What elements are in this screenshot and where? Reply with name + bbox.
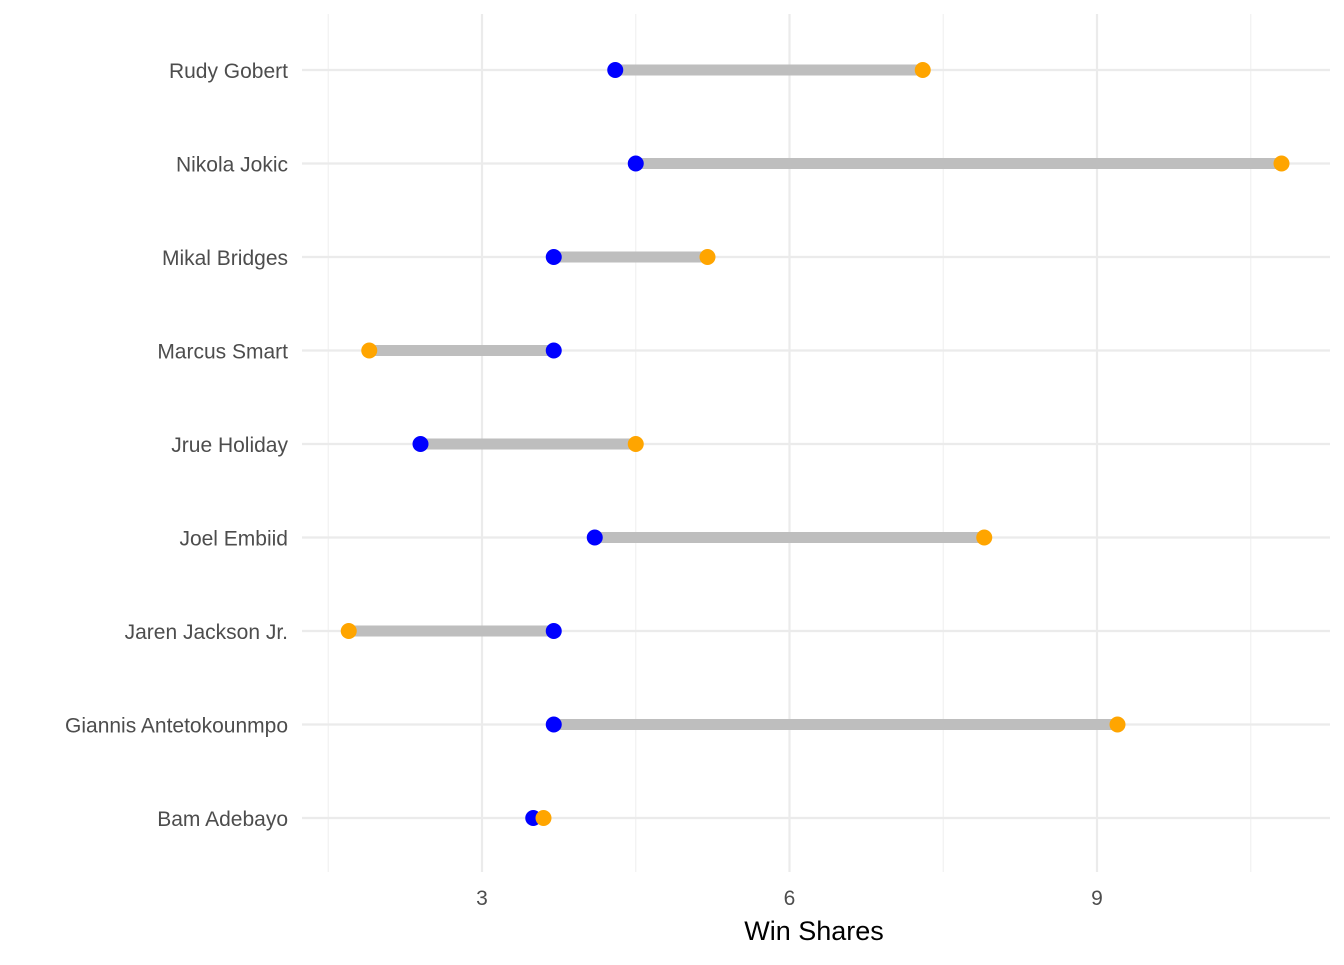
point-series-2 [699,249,716,265]
point-series-2 [340,623,357,639]
y-tick-label: Nikola Jokic [176,154,288,177]
segments [348,64,1282,824]
point-series-1 [412,436,429,452]
point-series-1 [586,529,603,546]
x-axis-tick-labels: 3 6 9 [476,887,1103,910]
x-tick-label: 3 [476,887,488,910]
points [340,62,1290,826]
y-tick-label: Giannis Antetokounmpo [65,715,288,738]
x-tick-label: 6 [784,887,796,910]
point-series-1 [545,342,562,359]
y-tick-label: Rudy Gobert [169,60,288,83]
y-tick-label: Marcus Smart [157,341,288,364]
point-series-2 [627,436,644,452]
point-series-1 [545,716,562,733]
point-series-2 [1109,716,1126,733]
y-tick-label: Bam Adebayo [157,808,288,831]
y-tick-label: Mikal Bridges [162,247,288,270]
point-series-2 [914,62,931,78]
x-axis-title: Win Shares [744,916,884,946]
point-series-2 [361,342,378,359]
point-series-2 [1273,155,1290,172]
point-series-2 [976,529,993,546]
point-series-1 [627,155,644,172]
y-tick-label: Joel Embiid [179,528,288,551]
point-series-1 [545,249,562,265]
y-tick-label: Jrue Holiday [171,434,288,457]
point-series-2 [535,810,552,826]
x-tick-label: 9 [1091,887,1103,910]
y-axis-labels: Rudy Gobert Nikola Jokic Mikal Bridges Marc… [65,60,288,831]
point-series-1 [607,62,624,78]
point-series-1 [545,623,562,639]
y-tick-label: Jaren Jackson Jr. [125,621,288,644]
